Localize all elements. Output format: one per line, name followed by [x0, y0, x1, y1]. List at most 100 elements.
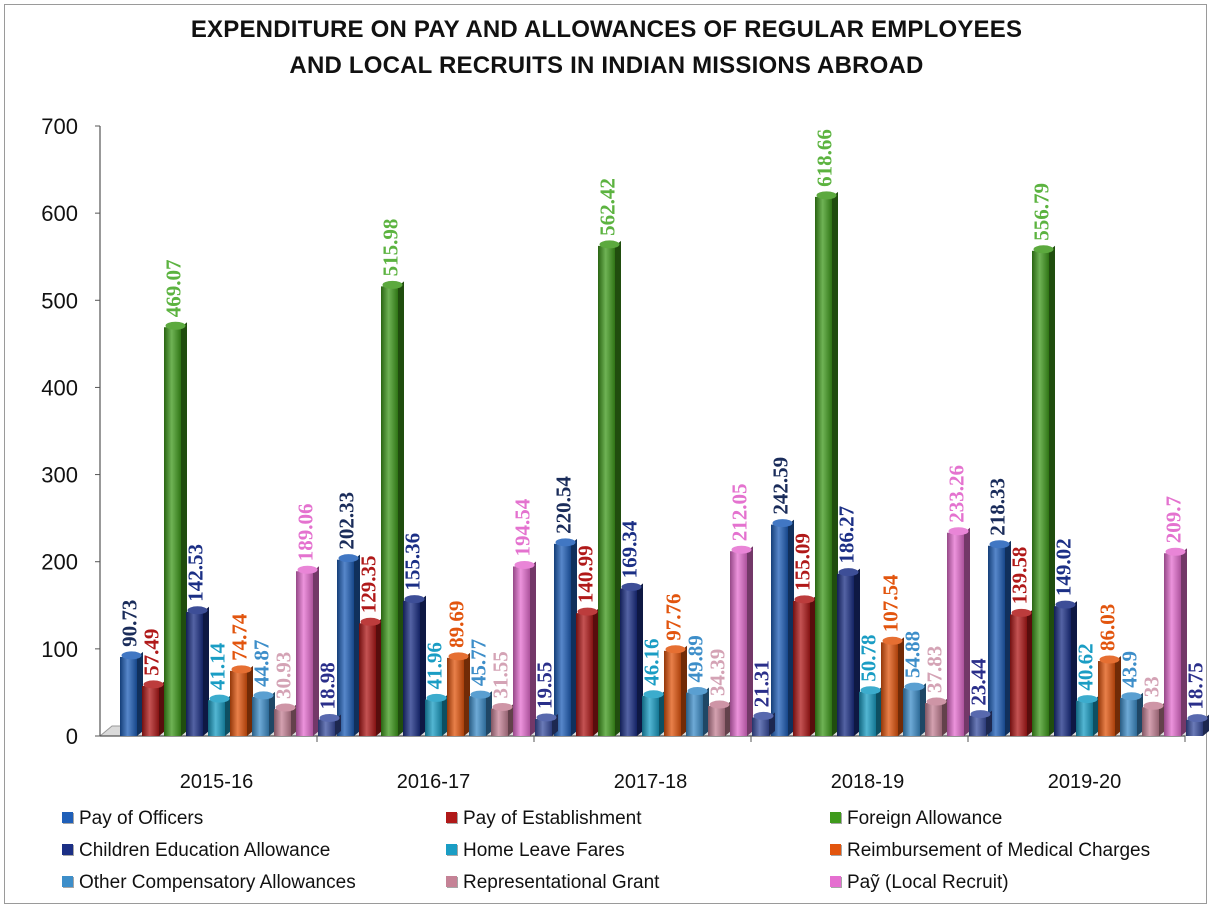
legend-label: Other Compensatory Allowances — [79, 872, 356, 893]
bar-side — [942, 698, 948, 736]
data-label: 189.06 — [294, 503, 318, 561]
bars — [120, 191, 1209, 736]
bar-side — [1137, 692, 1143, 736]
bar — [469, 690, 492, 736]
x-tick-label: 2016-17 — [397, 771, 470, 793]
data-label: 86.03 — [1096, 604, 1120, 651]
bar-front — [403, 600, 420, 736]
y-tick-label: 100 — [41, 637, 78, 662]
legend-swatch — [830, 876, 841, 887]
bar — [120, 651, 143, 736]
legend-item: Foreign Allowance — [830, 808, 1002, 830]
bar-side — [659, 690, 665, 736]
bar-top — [687, 687, 708, 696]
bar-front — [969, 715, 986, 736]
bar-front — [337, 559, 354, 736]
legend-swatch — [446, 844, 457, 855]
bar-side — [137, 651, 143, 736]
bar-front — [554, 543, 571, 736]
legend: Pay of Officers Pay of Establishment Forei… — [62, 808, 1212, 904]
bar-front — [1186, 719, 1203, 736]
bar-front — [296, 571, 313, 736]
bar — [337, 554, 360, 736]
bar-front — [903, 688, 920, 736]
bar — [771, 519, 794, 736]
bar-front — [252, 696, 269, 736]
data-label: 142.53 — [184, 544, 208, 602]
data-label: 19.55 — [533, 662, 557, 709]
data-label: 469.07 — [162, 259, 186, 317]
bar-front — [230, 670, 247, 736]
bar-front — [359, 623, 376, 736]
bar-side — [615, 240, 621, 736]
bar — [642, 690, 665, 736]
bar-top — [665, 645, 686, 654]
bar-side — [593, 608, 599, 736]
bar-top — [187, 606, 208, 615]
x-tick-label: 2018-19 — [831, 771, 904, 793]
bar-top — [948, 527, 969, 536]
bar-front — [1076, 700, 1093, 736]
data-label: 33 — [1140, 676, 1164, 697]
data-label: 169.34 — [618, 520, 642, 578]
data-label: 54.88 — [901, 631, 925, 678]
bar-top — [1033, 245, 1054, 254]
bar-top — [882, 636, 903, 645]
bar-top — [338, 554, 359, 563]
bar-side — [486, 691, 492, 736]
data-label: 556.79 — [1030, 183, 1054, 241]
bar-side — [225, 695, 231, 736]
bar-side — [1181, 548, 1187, 736]
data-label: 34.39 — [706, 649, 730, 696]
bar-top — [1121, 692, 1142, 701]
bar — [318, 713, 341, 736]
legend-item: Children Education Allowance — [62, 840, 330, 862]
legend-item: Paỹ (Local Recruit) — [830, 872, 1009, 894]
bar — [1186, 714, 1209, 736]
data-label: 18.75 — [1184, 662, 1208, 709]
legend-label: Pay of Officers — [79, 808, 204, 829]
data-label: 220.54 — [552, 476, 576, 534]
bar-side — [181, 322, 187, 736]
data-label: 43.9 — [1118, 651, 1142, 688]
bar-side — [530, 561, 536, 736]
bar-side — [313, 566, 319, 736]
bar — [381, 280, 404, 736]
legend-label: Reimbursement of Medical Charges — [847, 840, 1151, 861]
bar-top — [231, 665, 252, 674]
bar-top — [426, 693, 447, 702]
chart-title-line-1: EXPENDITURE ON PAY AND ALLOWANCES OF REG… — [190, 16, 1023, 43]
bar-side — [464, 652, 470, 736]
data-label: 139.58 — [1008, 547, 1032, 605]
bar-top — [319, 713, 340, 722]
legend-label: Children Education Allowance — [79, 840, 331, 861]
x-tick-label: 2017-18 — [614, 771, 687, 793]
bar-side — [747, 546, 753, 736]
bar — [1032, 245, 1055, 736]
data-label: 37.83 — [923, 646, 947, 693]
bar — [513, 560, 536, 736]
bar-top — [1165, 547, 1186, 556]
data-label: 45.77 — [467, 639, 491, 686]
bar — [881, 636, 904, 736]
legend-swatch — [830, 844, 841, 855]
bar-front — [513, 566, 530, 736]
bar-top — [448, 652, 469, 661]
bar — [1120, 692, 1143, 736]
bar-side — [1049, 245, 1055, 736]
bar-front — [708, 706, 725, 736]
legend-item: Pay of Establishment — [446, 808, 641, 830]
bar-side — [159, 680, 165, 736]
data-label: 41.14 — [206, 642, 230, 690]
bar-front — [469, 696, 486, 736]
y-tick-label: 600 — [41, 201, 78, 226]
legend-label: Pay of Establishment — [463, 808, 642, 829]
bar — [752, 711, 775, 736]
data-label: 31.55 — [489, 651, 513, 698]
bar — [1054, 600, 1077, 736]
bar-side — [788, 519, 794, 736]
bar-side — [854, 568, 860, 736]
bar-top — [536, 713, 557, 722]
legend-item: Pay of Officers — [62, 808, 203, 830]
bar-front — [142, 685, 159, 736]
